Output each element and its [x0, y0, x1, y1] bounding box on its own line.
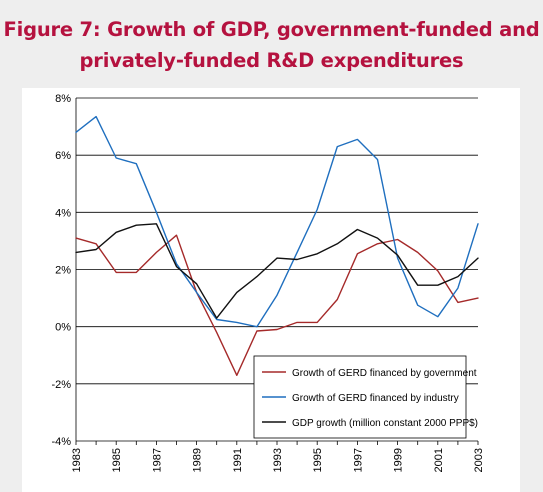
- series-line-government: [75, 234, 479, 376]
- x-tick-label: 1997: [352, 448, 364, 472]
- x-tick-label: 1989: [192, 448, 204, 472]
- y-tick-label: 6%: [55, 150, 71, 162]
- y-tick-label: -2%: [51, 379, 71, 391]
- y-tick-label: 2%: [55, 265, 71, 277]
- series-line-gdp: [75, 223, 479, 319]
- x-tick-label: 1995: [312, 448, 324, 472]
- legend-label: Growth of GERD financed by industry: [292, 393, 459, 404]
- y-tick-label: 8%: [55, 93, 71, 105]
- x-tick-label: 2003: [473, 448, 485, 472]
- x-tick-label: 2001: [433, 448, 445, 472]
- chart-title-line-2: privately-funded R&D expenditures: [79, 49, 464, 72]
- legend-label: GDP growth (million constant 2000 PPP$): [292, 418, 478, 429]
- x-tick-label: 1993: [272, 448, 284, 472]
- x-tick-label: 1999: [393, 448, 405, 472]
- y-tick-label: 4%: [55, 207, 71, 219]
- plot-panel: -4% -2% 0% 2% 4% 6% 8% 1983 1985 1987 1989 1991 1993…: [22, 88, 520, 492]
- series-line-industry: [75, 115, 479, 328]
- line-chart: -4% -2% 0% 2% 4% 6% 8% 1983 1985 1987 1989 1991 1993…: [51, 93, 485, 472]
- chart-title-line-1: Figure 7: Growth of GDP, government-fund…: [3, 18, 540, 41]
- legend-label: Growth of GERD financed by government: [292, 368, 477, 379]
- y-tick-label: 0%: [55, 322, 71, 334]
- title-band: Figure 7: Growth of GDP, government-fund…: [0, 0, 543, 88]
- x-tick-label: 1987: [151, 448, 163, 472]
- legend-box: [253, 355, 467, 439]
- x-tick-label: 1991: [232, 448, 244, 472]
- x-tick-label: 1985: [111, 448, 123, 472]
- y-tick-label: -4%: [51, 436, 71, 448]
- x-tick-label: 1983: [71, 448, 83, 472]
